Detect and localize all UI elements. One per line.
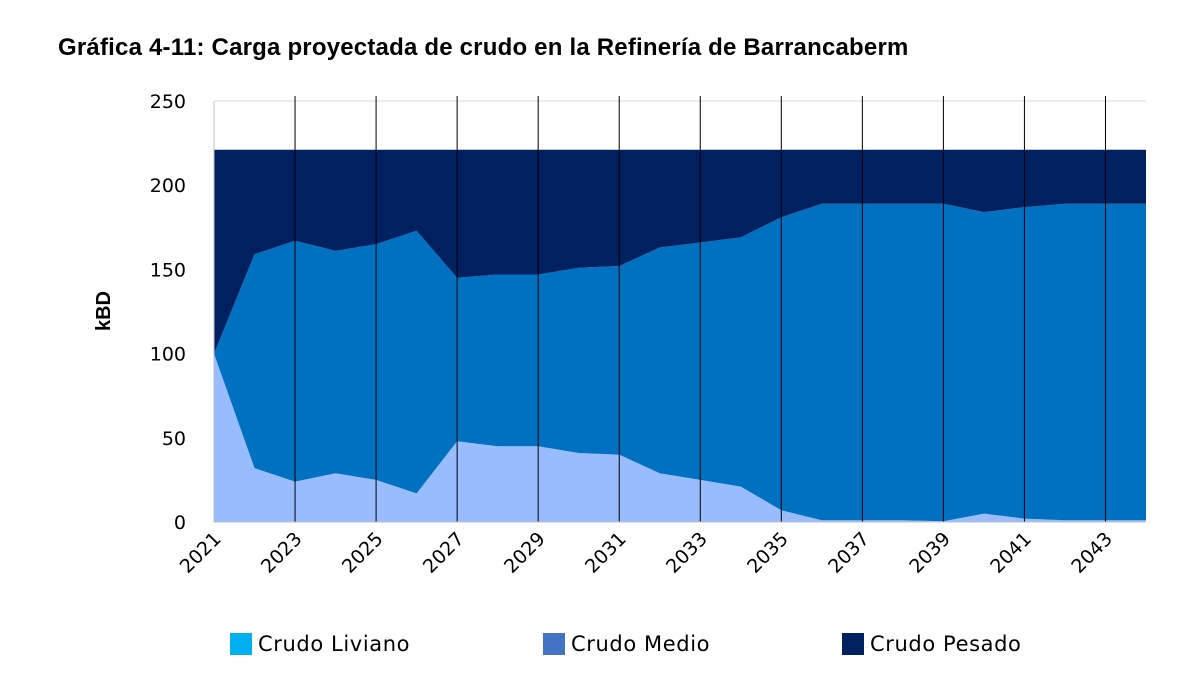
area-crudo-liviano bbox=[214, 353, 1146, 522]
legend-label-crudo-medio: Crudo Medio bbox=[571, 632, 711, 656]
x-tick-label-2043: 2043 bbox=[1067, 528, 1117, 578]
area-crudo-medio bbox=[214, 203, 1146, 522]
legend-swatch-crudo-medio bbox=[543, 633, 565, 655]
legend-swatch-crudo-pesado bbox=[842, 633, 864, 655]
area-crudo-pesado bbox=[214, 149, 1146, 354]
y-tick-label-0: 0 bbox=[174, 512, 186, 534]
legend-item-crudo-pesado: Crudo Pesado bbox=[842, 632, 1021, 656]
legend-label-crudo-pesado: Crudo Pesado bbox=[870, 632, 1022, 656]
x-tick-label-2025: 2025 bbox=[338, 528, 388, 578]
x-tick-label-2037: 2037 bbox=[824, 528, 874, 578]
x-tick-label-2035: 2035 bbox=[743, 528, 793, 578]
y-tick-label-250: 250 bbox=[150, 91, 186, 113]
x-tick-label-2027: 2027 bbox=[419, 528, 469, 578]
x-tick-label-2041: 2041 bbox=[986, 528, 1036, 578]
y-axis-title: kBD bbox=[93, 291, 115, 331]
y-tick-label-150: 150 bbox=[150, 259, 186, 281]
x-tick-label-2029: 2029 bbox=[500, 528, 550, 578]
legend-item-crudo-liviano: Crudo Liviano bbox=[230, 632, 410, 656]
x-tick-label-2023: 2023 bbox=[257, 528, 307, 578]
x-tick-label-2021: 2021 bbox=[176, 528, 226, 578]
y-tick-label-100: 100 bbox=[150, 344, 186, 366]
legend-label-crudo-liviano: Crudo Liviano bbox=[258, 632, 411, 656]
y-tick-label-200: 200 bbox=[150, 175, 186, 197]
legend-item-crudo-medio: Crudo Medio bbox=[543, 632, 710, 656]
legend: Crudo Liviano Crudo Medio Crudo Pesado bbox=[0, 632, 1184, 660]
legend-swatch-crudo-liviano bbox=[230, 633, 252, 655]
x-tick-label-2033: 2033 bbox=[662, 528, 712, 578]
chart-title: Gráfica 4-11: Carga proyectada de crudo … bbox=[58, 34, 909, 61]
y-tick-label-50: 50 bbox=[162, 428, 186, 450]
x-tick-label-2031: 2031 bbox=[581, 528, 631, 578]
x-tick-label-2039: 2039 bbox=[905, 528, 955, 578]
